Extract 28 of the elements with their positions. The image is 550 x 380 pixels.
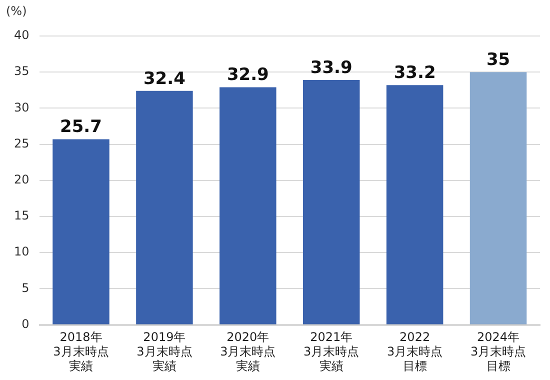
bar — [470, 72, 527, 324]
y-axis-title: (%) — [6, 4, 27, 18]
bar — [386, 85, 444, 324]
y-tick-label: 25 — [14, 136, 30, 150]
x-tick-label: 2024年 3月末時点目標 — [470, 330, 526, 373]
y-tick-label: 35 — [14, 64, 30, 78]
data-label: 33.9 — [310, 58, 352, 78]
y-tick-label: 40 — [14, 28, 30, 42]
x-tick-label: 2022 3月末時点目標 — [386, 330, 443, 373]
bar — [220, 87, 276, 324]
y-tick-label: 30 — [14, 100, 30, 114]
bar — [136, 90, 193, 324]
y-tick-label: 20 — [14, 172, 30, 187]
y-tick-label: 0 — [22, 316, 30, 331]
y-tick-label: 10 — [14, 244, 30, 259]
x-tick-label: 2020年 3月末時点実績 — [220, 330, 276, 373]
y-tick-label: 5 — [22, 280, 30, 295]
data-label: 33.2 — [394, 63, 436, 84]
data-label: 32.4 — [143, 68, 186, 89]
bar — [52, 139, 110, 324]
data-label: 32.9 — [226, 65, 269, 86]
x-tick-label: 2021年 3月末時点実績 — [304, 330, 360, 373]
y-tick-label: 15 — [14, 208, 30, 223]
x-tick-label: 2018年 3月末時点実績 — [53, 330, 109, 373]
data-label: 35 — [486, 50, 510, 70]
data-label: 25.7 — [60, 117, 102, 138]
x-tick-label: 2019年 3月末時点実績 — [136, 330, 192, 373]
bar — [302, 80, 360, 324]
